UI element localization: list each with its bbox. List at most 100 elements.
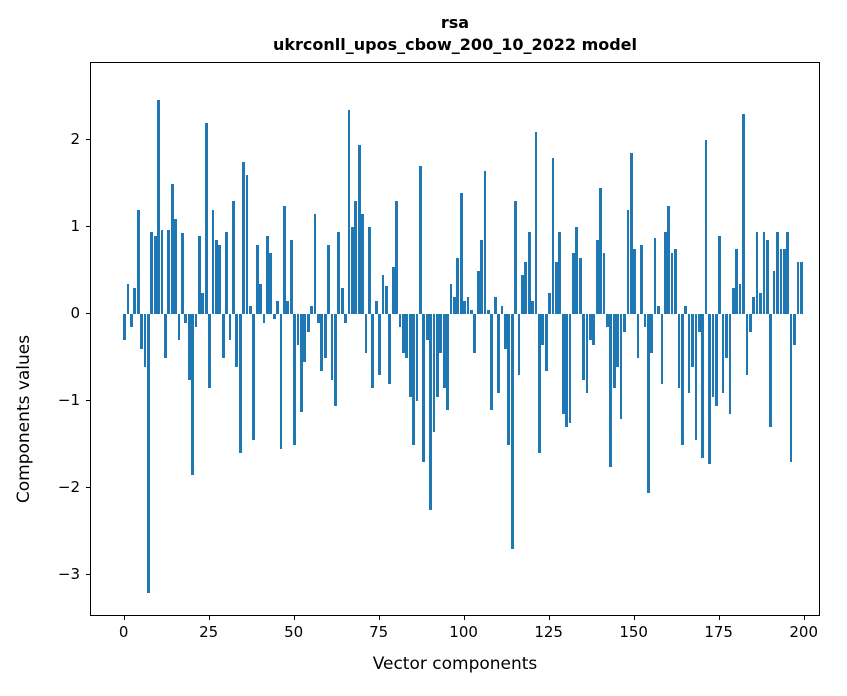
x-tick-mark <box>208 616 210 620</box>
bar-component-45 <box>276 301 279 315</box>
bar-component-126 <box>551 157 555 315</box>
bar-component-0 <box>123 314 126 341</box>
bar-component-86 <box>415 314 419 402</box>
bar-component-114 <box>510 314 514 550</box>
bar-component-111 <box>500 305 504 315</box>
bar-component-25 <box>208 314 211 389</box>
bar-component-120 <box>531 301 534 315</box>
bar-component-107 <box>487 310 490 315</box>
bar-component-179 <box>731 288 735 315</box>
bar-component-198 <box>796 262 800 315</box>
bar-component-44 <box>272 314 276 319</box>
bar-component-83 <box>405 314 409 358</box>
bar-component-80 <box>395 201 398 315</box>
bar-component-158 <box>660 314 664 384</box>
bar-component-151 <box>636 314 640 358</box>
bar-component-27 <box>215 240 218 315</box>
bar-component-5 <box>140 314 143 350</box>
bar-component-147 <box>623 314 626 332</box>
bar-component-165 <box>684 305 688 315</box>
bar-component-3 <box>133 288 137 315</box>
bar-component-22 <box>198 236 201 315</box>
bar-component-52 <box>300 314 303 412</box>
y-tick-mark <box>86 400 90 402</box>
bar-component-98 <box>456 257 460 315</box>
bar-component-130 <box>565 314 568 428</box>
bar-component-32 <box>232 201 235 315</box>
bar-component-78 <box>388 314 392 384</box>
bar-component-19 <box>187 314 191 380</box>
bar-component-182 <box>742 114 745 315</box>
bar-component-64 <box>340 288 344 315</box>
bar-component-124 <box>544 314 548 371</box>
bar-component-50 <box>293 314 296 445</box>
bar-component-48 <box>286 301 290 315</box>
bar-component-101 <box>466 296 470 315</box>
bar-component-196 <box>789 314 793 463</box>
y-tick-label--2: −2 <box>57 478 80 497</box>
bar-component-6 <box>143 314 147 367</box>
bar-component-134 <box>578 257 582 315</box>
bar-component-23 <box>201 292 205 315</box>
bar-component-65 <box>344 314 347 324</box>
x-tick-mark <box>633 616 635 620</box>
x-tick-label-75: 75 <box>369 623 389 641</box>
bar-component-47 <box>283 205 286 315</box>
bar-component-68 <box>354 201 358 315</box>
bar-component-135 <box>582 314 585 380</box>
x-tick-mark <box>803 616 805 620</box>
bar-component-187 <box>759 292 762 315</box>
bar-component-21 <box>194 314 198 328</box>
bar-component-163 <box>677 314 681 389</box>
bar-component-84 <box>408 314 412 397</box>
chart-title-line1: rsa <box>440 13 470 32</box>
bar-component-137 <box>589 314 592 341</box>
bar-component-81 <box>398 314 402 328</box>
bar-component-56 <box>313 214 317 315</box>
bar-component-167 <box>691 314 694 367</box>
bar-component-174 <box>714 314 718 406</box>
bar-component-121 <box>534 131 538 315</box>
y-tick-label--1: −1 <box>57 391 80 410</box>
bar-component-172 <box>708 314 711 464</box>
bar-component-148 <box>626 209 630 315</box>
bar-component-82 <box>402 314 405 354</box>
x-tick-label-175: 175 <box>704 623 733 641</box>
bar-component-35 <box>242 162 245 315</box>
bar-component-63 <box>337 231 341 315</box>
x-tick-mark <box>293 616 295 620</box>
bar-component-168 <box>694 314 698 441</box>
bar-component-16 <box>177 314 181 341</box>
bar-component-164 <box>680 314 684 445</box>
bar-component-184 <box>748 314 752 332</box>
bar-component-122 <box>538 314 541 454</box>
y-tick-label-0: 0 <box>70 304 80 323</box>
x-tick-mark <box>548 616 550 620</box>
bar-component-119 <box>527 231 531 315</box>
bar-component-20 <box>191 314 194 476</box>
x-tick-label-125: 125 <box>534 623 563 641</box>
x-tick-label-50: 50 <box>284 623 304 641</box>
bar-component-36 <box>245 175 249 315</box>
bar-component-49 <box>289 240 293 315</box>
bar-component-132 <box>572 253 575 315</box>
bar-component-79 <box>391 266 395 315</box>
bar-component-159 <box>663 231 667 315</box>
bar-component-18 <box>184 314 188 324</box>
bar-component-72 <box>368 227 371 315</box>
plot-area <box>90 62 820 616</box>
bar-component-29 <box>221 314 225 358</box>
bar-component-43 <box>269 253 273 315</box>
bar-component-157 <box>657 305 660 315</box>
bar-component-53 <box>303 314 307 363</box>
bar-component-9 <box>153 236 157 315</box>
bar-component-189 <box>765 240 769 315</box>
bar-component-105 <box>480 240 483 315</box>
bar-component-154 <box>646 314 650 493</box>
bar-component-77 <box>385 285 388 315</box>
bar-component-103 <box>473 314 477 354</box>
bar-component-95 <box>446 314 449 410</box>
bar-component-76 <box>381 275 385 315</box>
bar-component-59 <box>323 314 327 358</box>
